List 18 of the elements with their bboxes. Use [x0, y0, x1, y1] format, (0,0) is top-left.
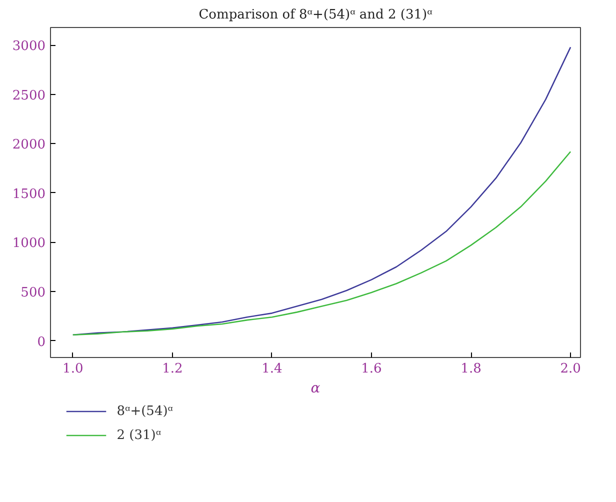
x-tick-label: 2.0 — [560, 362, 581, 376]
y-tick-label: 2000 — [12, 138, 46, 153]
y-tick-label: 0 — [37, 334, 46, 350]
line-series — [72, 150, 572, 336]
x-tick-label: 1.4 — [262, 362, 282, 376]
y-tick-label: 1000 — [12, 236, 46, 252]
legend-label: 2 (31)ᵅ — [116, 428, 162, 443]
chart-title: Comparison of 8ᵅ+(54)ᵅ and 2 (31)ᵅ — [198, 8, 432, 22]
y-tick-label: 3000 — [12, 39, 46, 54]
legend-label: 8ᵅ+(54)ᵅ — [116, 404, 173, 419]
x-tick-label: 1.8 — [460, 362, 482, 376]
y-tick-label: 2500 — [12, 88, 46, 104]
y-tick-label: 1500 — [12, 186, 46, 202]
x-axis-title: α — [310, 380, 321, 396]
x-tick-label: 1.0 — [62, 362, 84, 376]
x-tick-label: 1.6 — [361, 362, 382, 376]
y-tick-label: 500 — [20, 286, 46, 300]
x-tick-label: 1.2 — [162, 362, 183, 376]
